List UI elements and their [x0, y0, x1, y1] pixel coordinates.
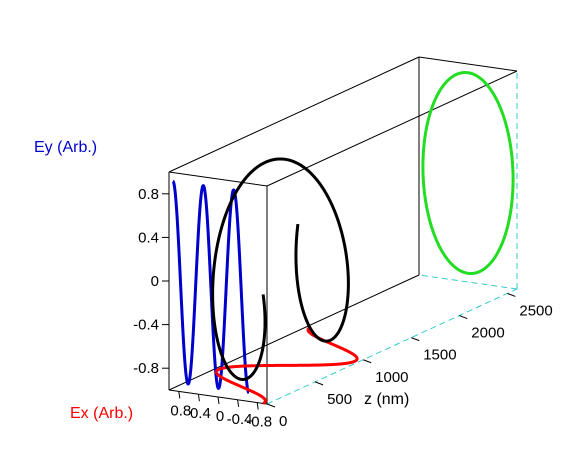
x-tick-label: 0.8 [170, 402, 191, 419]
box-edge [168, 56, 420, 173]
series-line-4 [421, 71, 515, 275]
y-tick-label: 0.8 [138, 186, 159, 203]
z-tick-label: 500 [327, 391, 352, 408]
box-edge [168, 274, 420, 391]
x-tick-mark [178, 391, 181, 399]
z-tick-label: 2500 [519, 302, 552, 319]
series-line-1 [171, 179, 251, 395]
box-edge [266, 70, 518, 187]
y-tick-label: -0.8 [133, 360, 159, 377]
box-visible-edges [168, 56, 518, 405]
axis-labels: Ey (Arb.) Ex (Arb.) z (nm) [34, 139, 409, 422]
series-line-3 [211, 157, 350, 381]
z-tick-label: 2000 [471, 325, 504, 342]
y-tick-label: -0.4 [133, 317, 159, 334]
hidden-edge [418, 274, 518, 290]
x-tick-mark [237, 399, 240, 407]
x-tick-label: 0.4 [190, 405, 211, 422]
z-axis-title: z (nm) [364, 391, 409, 408]
y-axis-title: Ey (Arb.) [34, 139, 97, 156]
series-line-2 [214, 325, 359, 405]
z-tick-label: 0 [279, 413, 287, 430]
z-tick-mark [266, 403, 276, 408]
x-tick-mark [217, 396, 220, 405]
x-tick-label: -0.4 [227, 411, 253, 428]
z-tick-mark [362, 359, 372, 364]
hidden-edge [266, 288, 518, 405]
x-tick-label: -0.8 [246, 414, 272, 431]
z-tick-mark [459, 315, 468, 320]
y-tick-label: 0.4 [138, 229, 159, 246]
z-tick-mark [507, 292, 516, 297]
x-tick-label: 0 [216, 408, 224, 425]
z-tick-label: 1500 [423, 347, 456, 364]
box-edge [168, 171, 268, 187]
z-tick-label: 1000 [375, 369, 408, 386]
axis-ticks: 0.80.40-0.4-0.8-0.8-0.400.40.80500100015… [133, 186, 553, 431]
x-tick-mark [197, 394, 200, 402]
box-hidden-edges [266, 71, 518, 405]
x-axis-title: Ex (Arb.) [70, 405, 133, 422]
box-edge [418, 56, 518, 72]
z-tick-mark [411, 337, 420, 342]
z-tick-mark [314, 381, 324, 386]
y-tick-label: 0 [151, 273, 159, 290]
x-tick-mark [256, 402, 259, 410]
data-curves [171, 71, 515, 405]
